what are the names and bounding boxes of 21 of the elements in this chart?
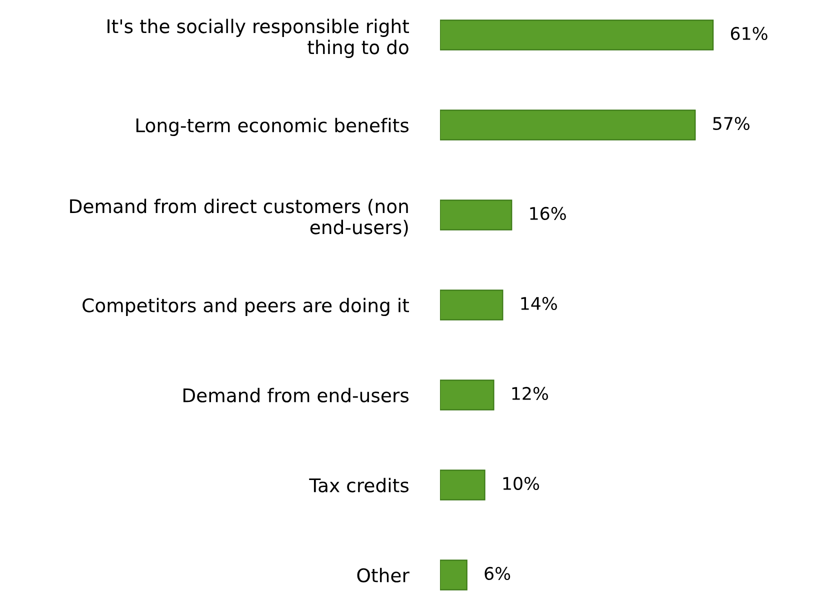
bar bbox=[440, 200, 512, 230]
data-label: 16% bbox=[530, 206, 566, 220]
y-tick-label: Other bbox=[357, 568, 410, 582]
data-label: 10% bbox=[503, 476, 540, 490]
data-label: 14% bbox=[521, 296, 557, 310]
bar bbox=[440, 20, 714, 50]
bar bbox=[440, 290, 504, 320]
y-tick-label: Demand from end-users bbox=[183, 388, 409, 402]
bar bbox=[440, 470, 486, 500]
bar bbox=[440, 110, 696, 140]
data-label: 12% bbox=[512, 386, 548, 400]
y-tick-label: Long-term economic benefits bbox=[136, 118, 409, 136]
y-tick-label: It's the socially responsible right thing to do bbox=[108, 18, 409, 58]
y-tick-label: Tax credits bbox=[309, 478, 409, 492]
y-tick-label: Competitors and peers are doing it bbox=[82, 298, 409, 316]
data-label: 57% bbox=[713, 116, 750, 130]
y-tick-label: Demand from direct customers (non end-users) bbox=[70, 198, 408, 237]
data-label: 6% bbox=[484, 566, 510, 580]
data-label: 61% bbox=[730, 26, 768, 40]
bar bbox=[440, 380, 494, 410]
bar bbox=[440, 560, 468, 590]
